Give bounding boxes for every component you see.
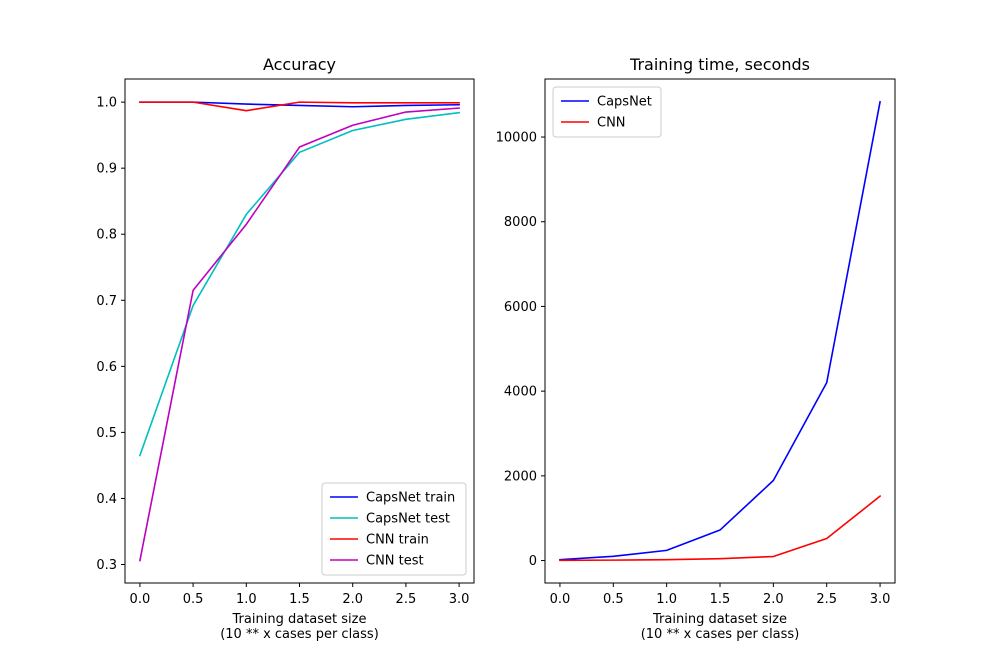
legend: CapsNet CNN [552,86,662,138]
x-axis-label-line-1: Training dataset size [652,612,787,627]
x-tick-label: 0.5 [183,592,204,607]
x-tick-label: 0.0 [130,592,151,607]
x-axis-label-line-2: (10 ** x cases per class) [220,627,379,642]
y-tick-label: 2000 [504,469,537,484]
x-tick-label: 1.5 [710,592,731,607]
x-axis-label-line-1: Training dataset size [232,612,367,627]
x-axis-label-line-2: (10 ** x cases per class) [641,627,800,642]
x-tick-label: 1.5 [289,592,310,607]
y-tick-label: 0.7 [96,294,117,309]
y-tick-label: 0 [529,554,537,569]
chart-2: Training time, seconds 0.0 0.5 1.0 1.5 2.0 2.5… [496,55,896,642]
x-tick-label: 2.5 [396,592,417,607]
axes-frame [544,78,896,584]
x-tick-label: 2.0 [763,592,784,607]
x-tick-label: 3.0 [449,592,470,607]
series-line-cnn [559,495,882,562]
series-line-cnn-test [138,107,460,562]
series-line-cnn-train [139,101,460,112]
legend: CapsNet train CapsNet test CNN train CNN te… [321,482,467,576]
legend-label: CapsNet train [366,491,455,506]
legend-box [552,86,662,138]
y-axis: 0.3 0.4 0.5 0.6 0.7 0.8 0.9 1.0 [96,96,125,573]
y-tick-label: 0.6 [96,360,117,375]
legend-label: CapsNet [597,95,652,110]
series-line-capsnet-test [138,111,460,457]
y-tick-label: 8000 [504,215,537,230]
y-axis: 0 2000 4000 6000 8000 10000 [496,131,545,569]
x-tick-label: 1.0 [656,592,677,607]
y-tick-label: 0.9 [96,162,117,177]
x-tick-label: 2.0 [342,592,363,607]
x-tick-label: 3.0 [870,592,891,607]
chart-title: Training time, seconds [629,55,810,74]
legend-label: CapsNet test [366,512,450,527]
y-tick-label: 10000 [496,131,537,146]
legend-label: CNN train [366,533,429,548]
y-tick-label: 4000 [504,385,537,400]
legend-box [321,482,467,576]
legend-label: CNN test [366,554,424,569]
x-tick-label: 1.0 [236,592,257,607]
y-tick-label: 0.4 [96,492,117,507]
x-tick-label: 2.5 [816,592,837,607]
y-tick-label: 0.8 [96,228,117,243]
x-tick-label: 0.0 [550,592,571,607]
series-line-capsnet [559,100,881,561]
chart-title: Accuracy [263,55,336,74]
x-tick-label: 0.5 [603,592,624,607]
y-tick-label: 6000 [504,300,537,315]
series-lines [559,100,882,562]
y-tick-label: 0.5 [96,426,117,441]
y-tick-label: 1.0 [96,96,117,111]
series-lines [138,101,460,562]
x-axis: 0.0 0.5 1.0 1.5 2.0 2.5 3.0 [130,583,470,607]
legend-label: CNN [597,116,626,131]
x-axis: 0.0 0.5 1.0 1.5 2.0 2.5 3.0 [550,583,891,607]
y-tick-label: 0.3 [96,558,117,573]
